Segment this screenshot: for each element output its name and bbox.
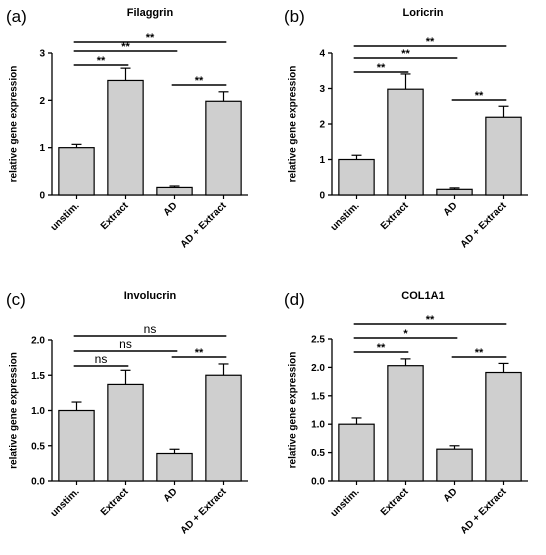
bar (58, 147, 95, 196)
significance-label: ns (95, 352, 108, 366)
significance-label: ** (475, 347, 484, 359)
y-tick-label: 1 (319, 155, 325, 166)
y-tick-label: 2 (319, 120, 325, 131)
bar (338, 423, 375, 482)
bar (107, 79, 144, 196)
y-tick-label: 2 (39, 96, 45, 107)
y-tick-label: 0 (319, 191, 325, 202)
x-tick-label: AD (442, 200, 460, 218)
y-tick-label: 3 (319, 84, 325, 95)
significance-label: ** (475, 90, 484, 102)
significance-label: ** (121, 41, 130, 53)
y-tick-label: 1.0 (31, 406, 45, 417)
x-tick-label: AD (162, 486, 180, 504)
x-tick-label: Extract (379, 200, 411, 232)
chart-panel-2: (b) Loricrin relative gene expression 0 1 2 3 4… (284, 7, 528, 250)
x-tick-label: unstim. (49, 486, 82, 519)
panel-letter: (c) (6, 290, 26, 309)
bar (205, 374, 242, 482)
x-tick-label: AD + Extract (179, 486, 229, 536)
y-tick-label: 0.5 (31, 441, 45, 452)
bar (58, 409, 95, 482)
bar (156, 186, 193, 196)
x-tick-label: Extract (379, 486, 411, 518)
panel-letter: (b) (284, 7, 305, 26)
y-tick-label: 4 (319, 49, 325, 60)
significance-label: ** (195, 75, 204, 87)
chart-panel-3: (c) Involucrin relative gene expression 0.0… (6, 290, 248, 536)
significance-label: ns (144, 322, 157, 336)
y-axis-label: relative gene expression (9, 66, 20, 183)
x-tick-label: Extract (99, 486, 131, 518)
bar (156, 452, 193, 482)
bar (436, 188, 473, 196)
chart-panel-4: (d) COL1A1 relative gene expression 0.0 0.5 1… (284, 290, 528, 536)
y-tick-label: 1.5 (31, 371, 45, 382)
significance-label: * (403, 328, 408, 340)
chart-title: COL1A1 (401, 290, 444, 302)
significance-label: ** (377, 342, 386, 354)
bar (485, 116, 522, 196)
x-tick-label: AD (442, 486, 460, 504)
y-axis-label: relative gene expression (288, 352, 299, 469)
y-tick-label: 2.5 (311, 335, 325, 346)
y-tick-label: 2.0 (31, 336, 45, 347)
x-tick-label: unstim. (329, 486, 362, 519)
chart-panel-1: (a) Filaggrin relative gene expression 0 1 2 3… (6, 7, 248, 250)
bar (338, 158, 375, 196)
x-tick-label: Extract (99, 200, 131, 232)
chart-title: Filaggrin (127, 7, 174, 19)
y-tick-label: 0.0 (311, 477, 325, 488)
y-tick-label: 1.0 (311, 420, 325, 431)
x-tick-label: unstim. (329, 200, 362, 233)
significance-label: ** (377, 62, 386, 74)
panel-letter: (a) (6, 7, 27, 26)
bar (387, 88, 424, 196)
significance-label: ** (426, 314, 435, 326)
bar (387, 365, 424, 482)
significance-label: ** (401, 48, 410, 60)
bar (205, 100, 242, 196)
y-tick-label: 1.5 (311, 391, 325, 402)
x-tick-label: unstim. (49, 200, 82, 233)
y-tick-label: 0 (39, 191, 45, 202)
x-tick-label: AD (162, 200, 180, 218)
bar (485, 371, 522, 482)
x-tick-label: AD + Extract (179, 200, 229, 250)
y-axis-label: relative gene expression (9, 352, 20, 469)
significance-label: ** (426, 36, 435, 48)
y-tick-label: 3 (39, 49, 45, 60)
y-tick-label: 0.5 (311, 448, 325, 459)
y-tick-label: 2.0 (311, 363, 325, 374)
chart-title: Involucrin (124, 290, 177, 302)
bar (107, 383, 144, 482)
significance-label: ** (195, 347, 204, 359)
x-tick-label: AD + Extract (459, 486, 509, 536)
x-tick-label: AD + Extract (459, 200, 509, 250)
y-tick-label: 1 (39, 143, 45, 154)
chart-title: Loricrin (403, 7, 444, 19)
significance-label: ** (97, 55, 106, 67)
y-axis-label: relative gene expression (288, 66, 299, 183)
significance-label: ** (146, 32, 155, 44)
bar (436, 448, 473, 482)
y-tick-label: 0.0 (31, 477, 45, 488)
panel-letter: (d) (284, 290, 305, 309)
significance-label: ns (119, 337, 132, 351)
